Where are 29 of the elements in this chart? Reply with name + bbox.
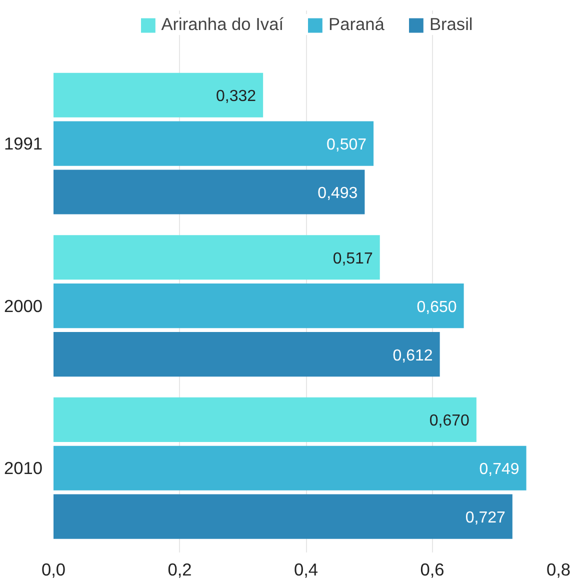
- data-label: 0,612: [392, 347, 433, 364]
- x-tick-label: 0,2: [168, 560, 192, 580]
- bar: [54, 235, 380, 280]
- bar: [54, 121, 374, 166]
- y-tick-label: 1991: [4, 134, 43, 154]
- data-label: 0,650: [416, 298, 457, 316]
- legend-label: Ariranha do Ivaí: [161, 14, 284, 35]
- x-tick-label: 0,6: [420, 560, 444, 580]
- bar: [54, 170, 365, 214]
- x-tick-label: 0,8: [546, 560, 571, 580]
- data-label: 0,749: [479, 461, 520, 478]
- data-label: 0,507: [326, 136, 367, 154]
- y-tick-label: 2010: [4, 458, 43, 478]
- bar: [54, 72, 264, 118]
- x-tick-label: 0,4: [294, 560, 318, 580]
- data-label: 0,727: [465, 510, 506, 527]
- bar: [54, 284, 464, 328]
- data-label: 0,493: [318, 185, 358, 202]
- data-label: 0,517: [332, 250, 373, 268]
- y-tick-label: 2000: [4, 296, 43, 316]
- bar: [54, 446, 526, 490]
- legend-label: Paraná: [328, 14, 384, 35]
- data-label: 0,670: [429, 412, 470, 430]
- x-tick-label: 0,0: [41, 560, 66, 580]
- legend-label: Brasil: [429, 14, 473, 35]
- bar: [54, 332, 440, 377]
- bar: [54, 397, 476, 442]
- data-label: 0,332: [216, 88, 256, 106]
- bar: [54, 494, 512, 539]
